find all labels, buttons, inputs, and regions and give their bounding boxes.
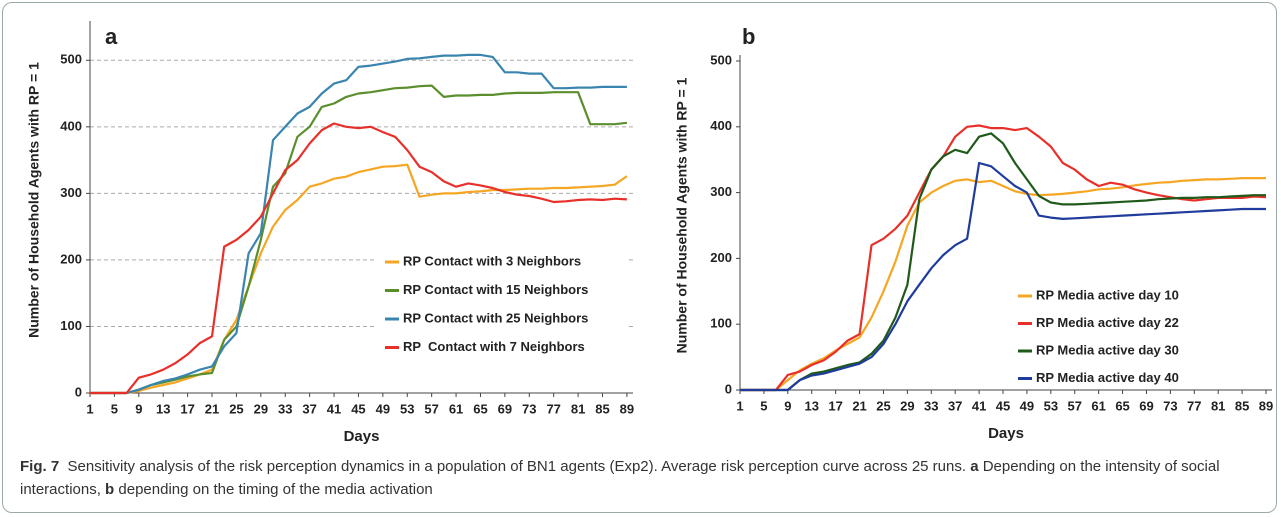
panel-label: b (742, 24, 755, 49)
legend-box (377, 242, 627, 368)
y-tick-label: 500 (710, 52, 732, 67)
x-tick-label: 81 (1211, 398, 1225, 413)
x-tick-label: 9 (135, 401, 142, 416)
caption-text: a (970, 458, 979, 475)
y-tick-label: 100 (60, 318, 82, 333)
legend-label: RP Contact with 25 Neighbors (403, 310, 588, 325)
x-tick-label: 33 (278, 401, 292, 416)
x-tick-label: 25 (876, 398, 890, 413)
y-tick-label: 500 (60, 52, 82, 67)
x-tick-label: 5 (760, 398, 767, 413)
caption-text: Sensitivity analysis of the risk percept… (59, 458, 971, 475)
x-tick-label: 77 (1187, 398, 1201, 413)
x-tick-label: 1 (736, 398, 743, 413)
series-line (740, 132, 1266, 392)
x-tick-label: 41 (327, 401, 341, 416)
x-tick-label: 45 (351, 401, 365, 416)
x-tick-label: 45 (996, 398, 1010, 413)
legend-label: RP Media active day 30 (1036, 342, 1179, 357)
x-tick-label: 13 (804, 398, 818, 413)
x-tick-label: 73 (522, 401, 536, 416)
x-tick-label: 85 (1235, 398, 1249, 413)
caption-text: depending on the timing of the media act… (114, 481, 433, 498)
series-line (740, 161, 1266, 392)
legend-label: RP Media active day 40 (1036, 370, 1179, 385)
x-tick-label: 25 (229, 401, 243, 416)
series-line (740, 177, 1266, 392)
x-tick-label: 37 (302, 401, 316, 416)
x-tick-label: 33 (924, 398, 938, 413)
x-tick-label: 37 (948, 398, 962, 413)
caption: Fig. 7 Sensitivity analysis of the risk … (20, 455, 1220, 501)
x-tick-label: 89 (1259, 398, 1273, 413)
y-tick-label: 0 (75, 384, 82, 399)
x-tick-label: 81 (571, 401, 585, 416)
x-tick-label: 61 (1091, 398, 1105, 413)
y-tick-label: 300 (710, 184, 732, 199)
y-tick-label: 300 (60, 185, 82, 200)
panel-label: a (105, 24, 118, 49)
x-tick-label: 57 (424, 401, 438, 416)
x-tick-label: 49 (1020, 398, 1034, 413)
x-tick-label: 49 (376, 401, 390, 416)
x-tick-label: 17 (828, 398, 842, 413)
x-tick-label: 29 (254, 401, 268, 416)
y-tick-label: 200 (710, 250, 732, 265)
y-tick-label: 400 (60, 118, 82, 133)
x-tick-label: 41 (972, 398, 986, 413)
x-tick-label: 69 (1139, 398, 1153, 413)
legend-label: RP Contact with 7 Neighbors (403, 339, 585, 354)
series-line (740, 124, 1267, 392)
x-tick-label: 21 (205, 401, 219, 416)
y-tick-label: 200 (60, 251, 82, 266)
x-tick-label: 73 (1163, 398, 1177, 413)
caption-text: Depending on the intensity of social int… (20, 458, 1224, 498)
x-tick-label: 17 (180, 401, 194, 416)
y-tick-label: 0 (725, 381, 732, 396)
x-tick-label: 53 (400, 401, 414, 416)
y-tick-label: 100 (710, 316, 732, 331)
x-tick-label: 57 (1068, 398, 1082, 413)
x-tick-label: 65 (1115, 398, 1129, 413)
x-tick-label: 85 (595, 401, 609, 416)
x-tick-label: 5 (111, 401, 118, 416)
x-tick-label: 77 (546, 401, 560, 416)
x-tick-label: 69 (498, 401, 512, 416)
y-axis-label: Number of Household Agents with RP = 1 (674, 77, 690, 353)
series-line (90, 53, 627, 395)
x-tick-label: 61 (449, 401, 463, 416)
x-tick-label: 1 (86, 401, 93, 416)
caption-text: b (105, 481, 115, 498)
y-tick-label: 400 (710, 118, 732, 133)
legend-label: RP Contact with 3 Neighbors (403, 253, 581, 268)
x-tick-label: 89 (620, 401, 634, 416)
x-tick-label: 53 (1044, 398, 1058, 413)
x-axis-label: Days (344, 428, 380, 445)
x-tick-label: 13 (156, 401, 170, 416)
legend-label: RP Media active day 22 (1036, 315, 1179, 330)
x-tick-label: 65 (473, 401, 487, 416)
legend-label: RP Media active day 10 (1036, 287, 1179, 302)
x-axis-label: Days (988, 425, 1024, 442)
series-line (90, 163, 628, 395)
series-line (90, 84, 628, 395)
caption-text: Fig. 7 (20, 458, 60, 475)
x-tick-label: 21 (852, 398, 866, 413)
series-line (90, 122, 627, 395)
x-tick-label: 9 (784, 398, 791, 413)
y-axis-label: Number of Household Agents with RP = 1 (26, 62, 42, 338)
x-tick-label: 29 (900, 398, 914, 413)
charts: a Number of Household Agents with RP = 1 D… (26, 21, 1273, 445)
legend-label: RP Contact with 15 Neighbors (403, 282, 588, 297)
